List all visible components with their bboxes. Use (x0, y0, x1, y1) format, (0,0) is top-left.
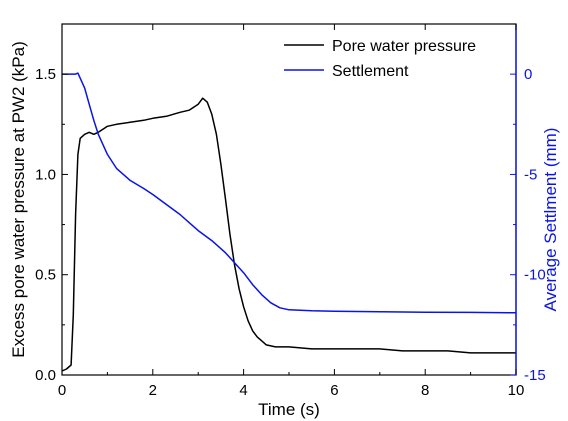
x-tick-label-0: 0 (58, 382, 66, 399)
y-left-tick-label-0.5: 0.5 (35, 267, 56, 284)
x-tick-label-2: 2 (149, 382, 157, 399)
x-tick-label-6: 6 (330, 382, 338, 399)
series-line-pore-water-pressure (61, 97, 516, 372)
legend-label-pore-water-pressure: Pore water pressure (332, 38, 476, 55)
left-y-axis-title: Excess pore water pressure at PW2 (kPa) (9, 41, 28, 358)
y-right-tick-label--10: -10 (524, 267, 546, 284)
x-tick-label-10: 10 (508, 382, 525, 399)
y-left-tick-label-1.5: 1.5 (35, 66, 56, 83)
axes-layer: 0 2 4 6 8 10 0.0 0.5 1.0 1.5 0 -5 -10 -15 (35, 24, 546, 399)
series-layer (61, 72, 517, 372)
y-left-tick-label-0.0: 0.0 (35, 367, 56, 384)
x-tick-label-4: 4 (239, 382, 247, 399)
y-right-tick-label--5: -5 (524, 166, 537, 183)
series-line-settlement (62, 72, 517, 314)
right-y-axis-title: Average Settlment (mm) (541, 128, 560, 312)
y-right-tick-label--15: -15 (524, 367, 546, 384)
y-right-tick-label-0: 0 (524, 66, 532, 83)
x-axis-title: Time (s) (258, 400, 320, 419)
x-tick-label-8: 8 (421, 382, 429, 399)
legend-label-settlement: Settlement (332, 63, 409, 80)
plot-frame (61, 23, 517, 376)
y-left-tick-label-1.0: 1.0 (35, 166, 56, 183)
legend: Pore water pressure Settlement (284, 38, 476, 80)
